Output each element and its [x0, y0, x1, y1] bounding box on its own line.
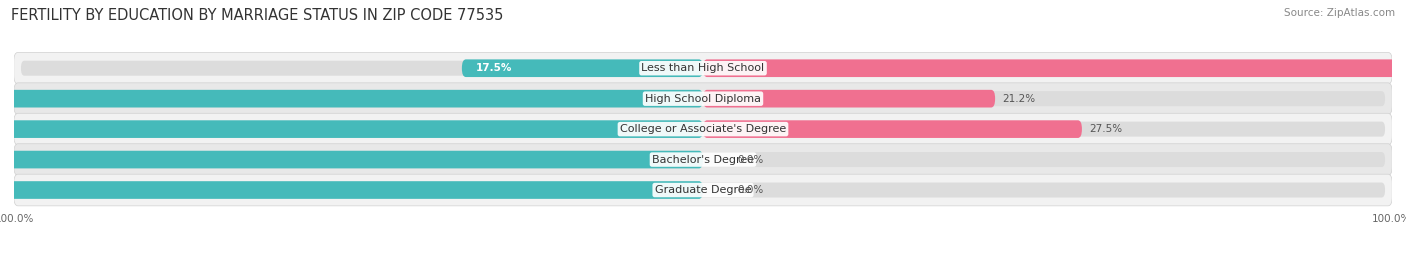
Text: 21.2%: 21.2% — [1002, 94, 1035, 104]
FancyBboxPatch shape — [703, 59, 1406, 77]
Text: Source: ZipAtlas.com: Source: ZipAtlas.com — [1284, 8, 1395, 18]
Text: College or Associate's Degree: College or Associate's Degree — [620, 124, 786, 134]
FancyBboxPatch shape — [21, 152, 1385, 167]
Text: FERTILITY BY EDUCATION BY MARRIAGE STATUS IN ZIP CODE 77535: FERTILITY BY EDUCATION BY MARRIAGE STATU… — [11, 8, 503, 23]
FancyBboxPatch shape — [14, 113, 1392, 145]
FancyBboxPatch shape — [21, 61, 1385, 76]
Text: High School Diploma: High School Diploma — [645, 94, 761, 104]
FancyBboxPatch shape — [14, 144, 1392, 175]
Text: 27.5%: 27.5% — [1088, 124, 1122, 134]
Text: Bachelor's Degree: Bachelor's Degree — [652, 155, 754, 165]
FancyBboxPatch shape — [21, 122, 1385, 137]
FancyBboxPatch shape — [0, 120, 703, 138]
FancyBboxPatch shape — [463, 59, 703, 77]
FancyBboxPatch shape — [14, 83, 1392, 115]
Text: 17.5%: 17.5% — [475, 63, 512, 73]
Text: 0.0%: 0.0% — [738, 185, 763, 195]
Text: Less than High School: Less than High School — [641, 63, 765, 73]
FancyBboxPatch shape — [21, 91, 1385, 106]
FancyBboxPatch shape — [0, 181, 703, 199]
Text: Graduate Degree: Graduate Degree — [655, 185, 751, 195]
FancyBboxPatch shape — [703, 90, 995, 108]
FancyBboxPatch shape — [14, 174, 1392, 206]
FancyBboxPatch shape — [0, 151, 703, 168]
FancyBboxPatch shape — [0, 90, 703, 108]
Text: 0.0%: 0.0% — [738, 155, 763, 165]
FancyBboxPatch shape — [21, 183, 1385, 197]
FancyBboxPatch shape — [14, 52, 1392, 84]
FancyBboxPatch shape — [703, 120, 1083, 138]
